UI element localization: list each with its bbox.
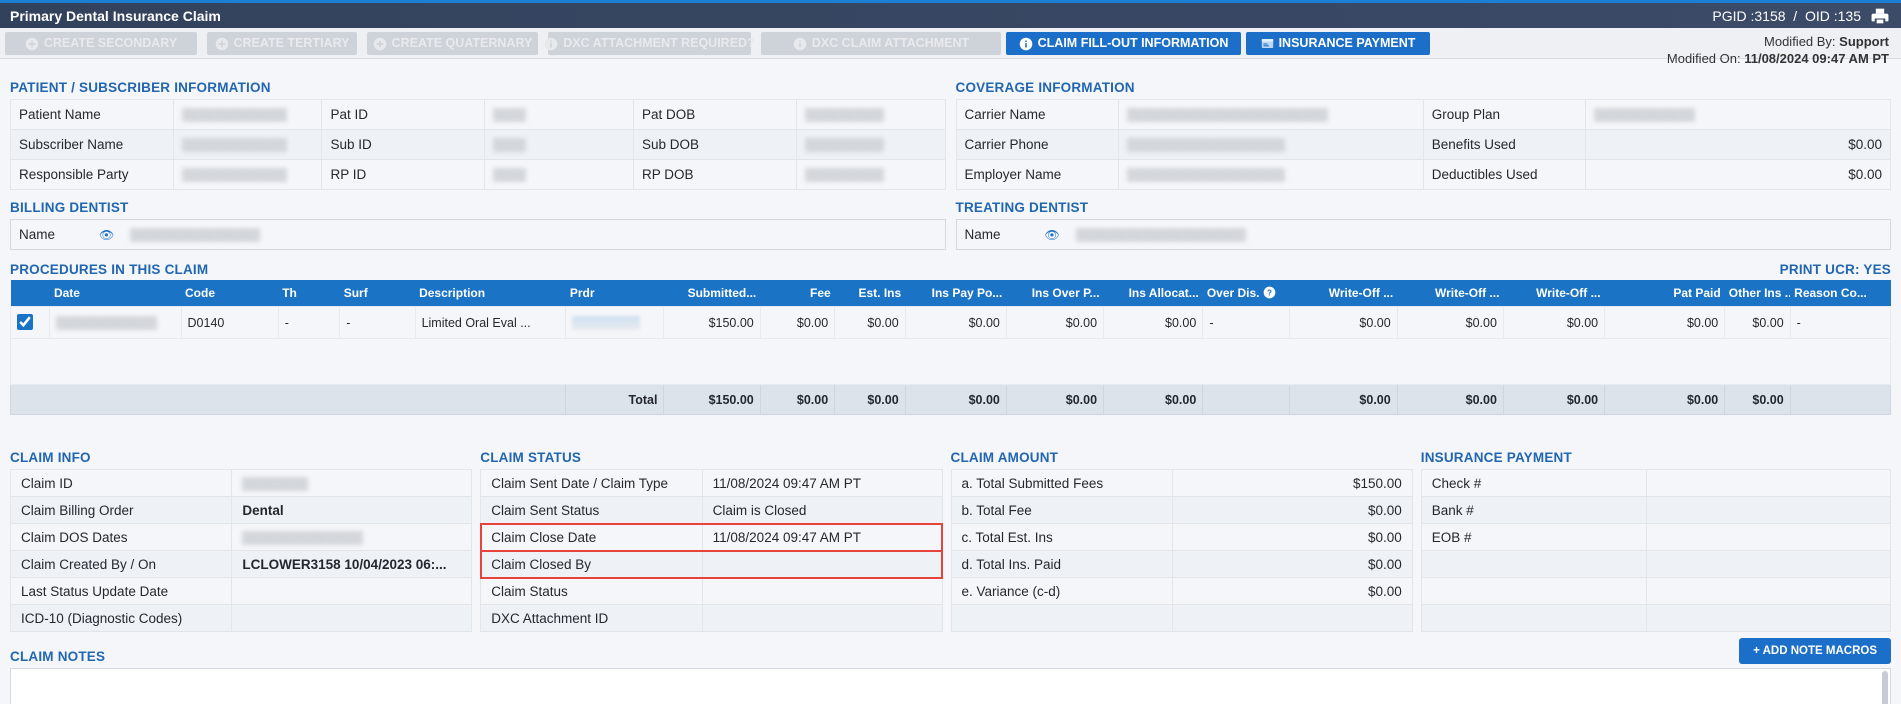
svg-text:?: ? xyxy=(1267,289,1272,298)
